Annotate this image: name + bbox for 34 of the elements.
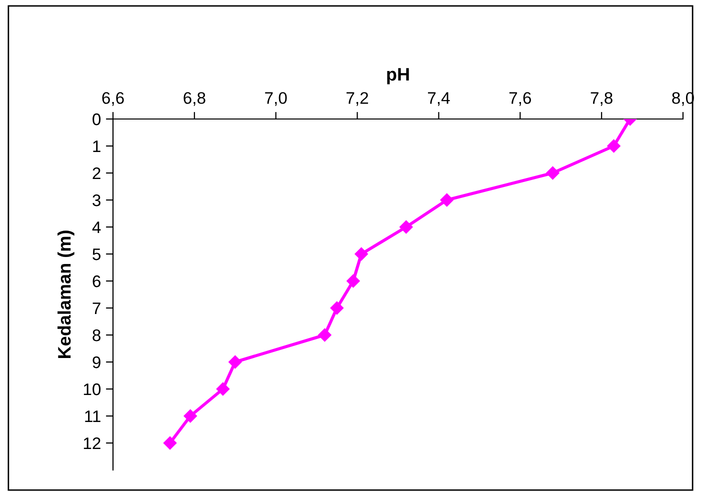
point	[546, 166, 560, 180]
point	[346, 274, 360, 288]
y-tick-label: 5	[92, 248, 100, 260]
y-tick-label: 3	[92, 194, 100, 206]
y-tick-label: 10	[84, 383, 101, 396]
y-tick-label: 7	[92, 302, 100, 314]
y-tick-label: 0	[92, 113, 101, 126]
x-tick-label: 6,6	[102, 92, 124, 106]
point	[163, 436, 177, 450]
y-tick-label: 1	[93, 140, 100, 152]
point	[354, 247, 368, 261]
y-tick-label: 8	[92, 329, 100, 342]
point	[440, 193, 454, 207]
x-tick-label: 7,6	[509, 92, 531, 106]
x-tick-label: 7,0	[265, 92, 287, 106]
point	[330, 301, 344, 315]
point	[184, 409, 197, 423]
y-tick-label: 4	[92, 222, 101, 234]
point	[400, 220, 413, 234]
y-tick-label: 9	[92, 356, 100, 368]
y-tick-label: 6	[92, 275, 100, 288]
point	[228, 355, 242, 369]
y-tick-label: 12	[84, 437, 100, 450]
x-tick-label: 7,2	[346, 92, 368, 106]
point	[607, 139, 620, 153]
x-tick-label: 7,4	[428, 92, 450, 106]
point	[216, 382, 230, 396]
y-axis-title: Kedalaman (m)	[57, 230, 74, 358]
x-tick-label: 6,8	[184, 92, 206, 106]
y-tick-label: 11	[85, 410, 100, 422]
y-tick-label: 2	[92, 167, 100, 180]
point	[318, 328, 332, 342]
x-tick-label: 7,8	[590, 92, 612, 106]
x-axis-title: pH	[387, 68, 409, 84]
